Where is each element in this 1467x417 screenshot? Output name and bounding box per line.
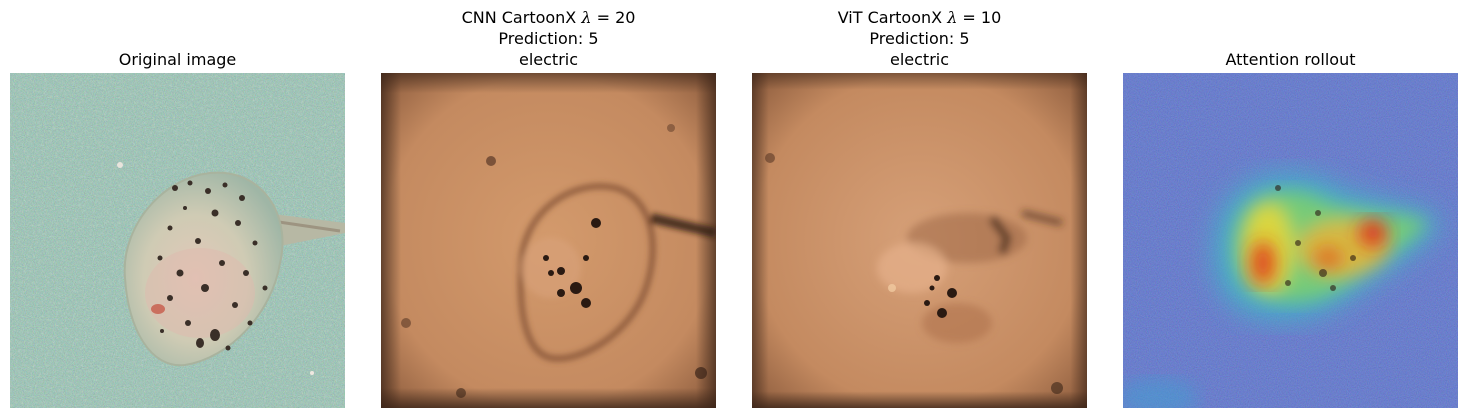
panel-title: CNN CartoonX λ = 20 bbox=[462, 7, 636, 28]
original-image bbox=[10, 73, 345, 408]
panel-attention-rollout: Attention rollout bbox=[1123, 0, 1458, 417]
vit-cartoonx-mask bbox=[752, 73, 1087, 408]
stingray-photo-icon bbox=[10, 73, 345, 408]
panel-vit-cartoonx: ViT CartoonX λ = 10 Prediction: 5 electr… bbox=[752, 0, 1087, 417]
panel-title: Attention rollout bbox=[1225, 50, 1356, 69]
cartoonx-mask-vit-icon bbox=[752, 73, 1087, 408]
lambda-symbol: λ bbox=[947, 8, 958, 27]
title-prefix: CNN CartoonX bbox=[461, 8, 582, 27]
panel-title-block: Original image bbox=[10, 8, 345, 70]
class-label: electric bbox=[889, 50, 950, 69]
panel-title: ViT CartoonX λ = 10 bbox=[838, 7, 1002, 28]
attention-heatmap-icon bbox=[1123, 73, 1458, 408]
lambda-value: = 20 bbox=[591, 8, 636, 27]
title-prefix: ViT CartoonX bbox=[837, 8, 948, 27]
class-label: electric bbox=[518, 50, 579, 69]
cartoonx-mask-cnn-icon bbox=[381, 73, 716, 408]
cnn-cartoonx-mask bbox=[381, 73, 716, 408]
lambda-symbol: λ bbox=[581, 8, 592, 27]
panel-title: Original image bbox=[118, 50, 237, 69]
panel-title-block: ViT CartoonX λ = 10 Prediction: 5 electr… bbox=[752, 8, 1087, 70]
prediction-label: Prediction: 5 bbox=[869, 29, 970, 48]
panel-title-block: CNN CartoonX λ = 20 Prediction: 5 electr… bbox=[381, 8, 716, 70]
prediction-label: Prediction: 5 bbox=[498, 29, 599, 48]
panel-title-block: Attention rollout bbox=[1123, 8, 1458, 70]
attention-rollout-heatmap bbox=[1123, 73, 1458, 408]
panel-cnn-cartoonx: CNN CartoonX λ = 20 Prediction: 5 electr… bbox=[381, 0, 716, 417]
panel-original: Original image bbox=[10, 0, 345, 417]
lambda-value: = 10 bbox=[957, 8, 1002, 27]
